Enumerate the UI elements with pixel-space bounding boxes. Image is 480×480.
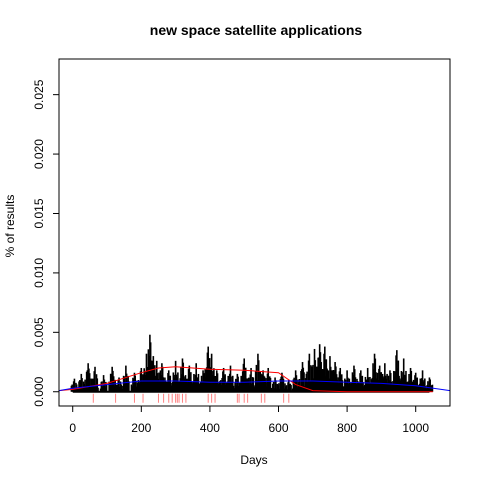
x-tick-label: 200 <box>131 421 151 435</box>
y-axis: 0.000 0.005 0.010 0.015 0.020 0.025 <box>32 79 59 407</box>
x-tick-label: 600 <box>268 421 288 435</box>
x-axis: 0 200 400 600 800 1000 <box>69 406 429 435</box>
y-tick-label: 0.000 <box>32 376 46 406</box>
x-tick-label: 400 <box>200 421 220 435</box>
y-axis-label: % of results <box>3 195 17 258</box>
y-tick-label: 0.005 <box>32 317 46 347</box>
y-tick-label: 0.020 <box>32 139 46 169</box>
smooth-line-blue <box>58 380 451 392</box>
y-tick-label: 0.015 <box>32 198 46 228</box>
x-axis-label: Days <box>240 453 267 467</box>
plot-content <box>58 334 451 403</box>
smooth-line-red <box>58 366 433 393</box>
chart-title: new space satellite applications <box>150 22 363 38</box>
y-tick-label: 0.010 <box>32 258 46 288</box>
x-tick-label: 800 <box>337 421 357 435</box>
plot-frame <box>58 58 451 407</box>
x-tick-label: 1000 <box>402 421 429 435</box>
x-tick-label: 0 <box>69 421 76 435</box>
y-tick-label: 0.025 <box>32 79 46 109</box>
